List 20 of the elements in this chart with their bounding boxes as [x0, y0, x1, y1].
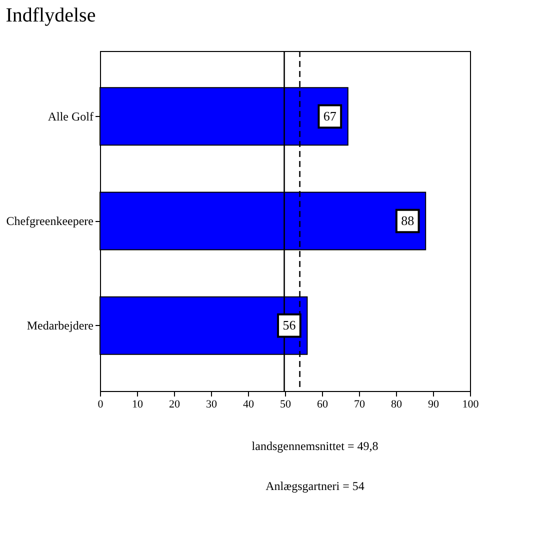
x-tick-label: 100 — [462, 398, 480, 410]
x-tick-label: 20 — [169, 398, 180, 410]
x-tick-label: 0 — [98, 398, 104, 410]
x-tick-label: 90 — [428, 398, 440, 410]
x-tick-label: 70 — [354, 398, 366, 410]
x-tick-label: 80 — [391, 398, 402, 410]
x-tick-label: 40 — [243, 398, 254, 410]
x-tick-label: 10 — [132, 398, 144, 410]
x-tick-label: 60 — [317, 398, 328, 410]
y-tick-label: Medarbejdere — [26, 318, 94, 333]
y-tick-label: Alle Golf — [48, 109, 94, 124]
x-tick-label: 30 — [206, 398, 218, 410]
data-label: 67 — [323, 108, 337, 124]
text: landsgennemsnittet = 49,8 — [252, 439, 378, 453]
data-label: 56 — [282, 318, 296, 333]
y-tick-label: Chefgreenkeepere — [6, 214, 94, 228]
chart-title: Indflydelse — [6, 4, 96, 26]
text: Anlægsgartneri = 54 — [266, 479, 364, 493]
x-tick-label: 50 — [280, 398, 292, 410]
data-label: 88 — [401, 213, 414, 228]
